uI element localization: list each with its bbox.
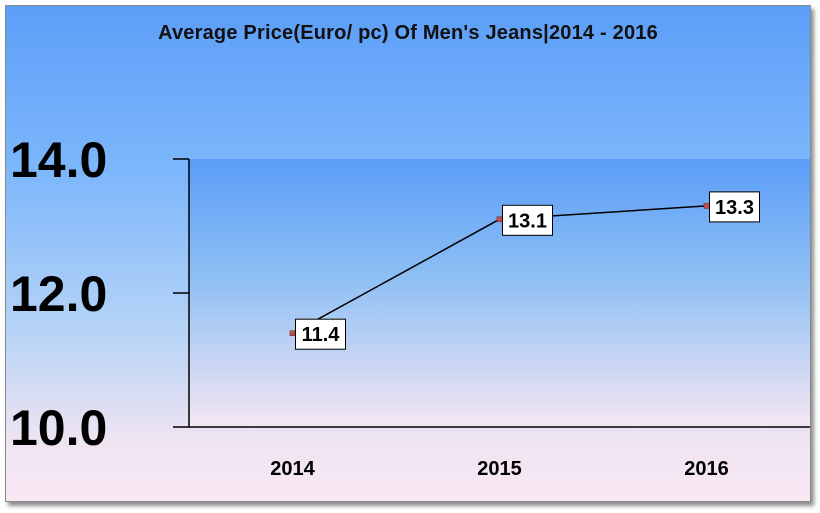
y-tick-label: 12.0 [10,266,107,322]
data-label: 13.1 [502,204,553,236]
x-tick-label: 2016 [684,458,729,480]
data-label-text: 11.4 [302,324,341,346]
data-labels: 11.4 13.1 13.3 [295,191,760,350]
data-point [289,330,296,337]
data-label: 13.3 [709,191,760,223]
line-chart: 10.0 12.0 14.0 2014 2015 2016 11.4 13.1 13.3 [10,132,810,480]
axes: 10.0 12.0 14.0 2014 2015 2016 [10,132,810,480]
data-label: 11.4 [295,318,346,350]
x-tick-label: 2015 [477,458,522,480]
y-tick-label: 10.0 [10,400,107,456]
data-label-text: 13.1 [508,210,547,232]
data-label-box [295,318,346,350]
data-label-box [709,191,760,223]
data-point [496,216,503,223]
chart-frame: Average Price(Euro/ pc) Of Men's Jeans|2… [5,5,811,502]
data-point [703,203,710,209]
data-label-text: 13.3 [715,197,754,219]
data-label-box [502,204,553,236]
chart-title: Average Price(Euro/ pc) Of Men's Jeans|2… [158,22,658,44]
y-tick-label: 14.0 [10,132,107,188]
x-tick-label: 2014 [270,458,315,480]
